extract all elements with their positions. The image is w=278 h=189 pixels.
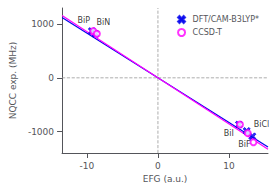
svg-text:BiN: BiN (97, 18, 111, 27)
svg-text:-10: -10 (80, 161, 95, 171)
svg-text:1000: 1000 (31, 19, 54, 29)
svg-text:EFG (a.u.): EFG (a.u.) (143, 174, 188, 184)
svg-text:-1000: -1000 (28, 127, 54, 137)
svg-text:0: 0 (155, 161, 161, 171)
svg-text:DFT/CAM-B3LYP*: DFT/CAM-B3LYP* (193, 15, 259, 24)
svg-text:NQCC exp. (MHz): NQCC exp. (MHz) (8, 42, 18, 120)
svg-text:BiI: BiI (224, 129, 234, 138)
svg-text:BiP: BiP (78, 16, 91, 25)
svg-text:CCSD-T: CCSD-T (193, 28, 223, 37)
svg-text:0: 0 (48, 73, 54, 83)
svg-text:BiCl: BiCl (254, 120, 270, 129)
svg-text:BiF: BiF (238, 140, 251, 149)
svg-text:10: 10 (223, 161, 235, 171)
